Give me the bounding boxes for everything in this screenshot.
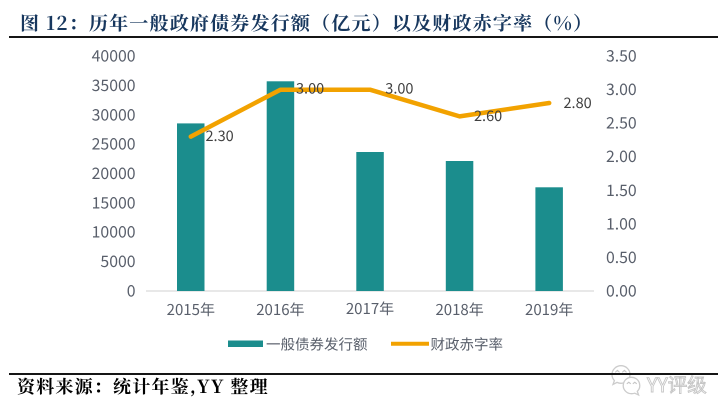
svg-text:2.50: 2.50 — [606, 111, 637, 134]
svg-text:0: 0 — [127, 279, 136, 302]
svg-text:3.00: 3.00 — [385, 78, 413, 99]
svg-text:2018年: 2018年 — [435, 299, 483, 320]
svg-text:15000: 15000 — [92, 190, 136, 213]
svg-text:3.00: 3.00 — [606, 77, 637, 100]
svg-text:35000: 35000 — [92, 73, 136, 96]
svg-text:2.00: 2.00 — [606, 144, 637, 167]
svg-text:2017年: 2017年 — [346, 298, 394, 319]
svg-text:25000: 25000 — [92, 132, 136, 155]
svg-text:30000: 30000 — [92, 102, 136, 125]
svg-text:2.60: 2.60 — [474, 105, 502, 126]
svg-text:一般债券发行额: 一般债券发行额 — [266, 334, 368, 355]
svg-text:10000: 10000 — [92, 220, 136, 243]
svg-text:2015年: 2015年 — [167, 299, 215, 320]
svg-text:1.00: 1.00 — [606, 211, 637, 234]
svg-text:2019年: 2019年 — [525, 299, 573, 320]
svg-text:财政赤字率: 财政赤字率 — [431, 334, 504, 355]
svg-text:40000: 40000 — [92, 44, 136, 67]
svg-text:2016年: 2016年 — [256, 299, 304, 320]
svg-text:0.00: 0.00 — [606, 279, 637, 302]
svg-text:20000: 20000 — [92, 161, 136, 184]
svg-text:3.50: 3.50 — [606, 44, 637, 67]
svg-text:3.00: 3.00 — [296, 78, 324, 99]
svg-text:2.80: 2.80 — [564, 92, 592, 113]
svg-text:5000: 5000 — [100, 249, 135, 272]
svg-text:0.50: 0.50 — [606, 245, 637, 268]
svg-text:1.50: 1.50 — [606, 178, 637, 201]
svg-text:2.30: 2.30 — [206, 125, 234, 146]
